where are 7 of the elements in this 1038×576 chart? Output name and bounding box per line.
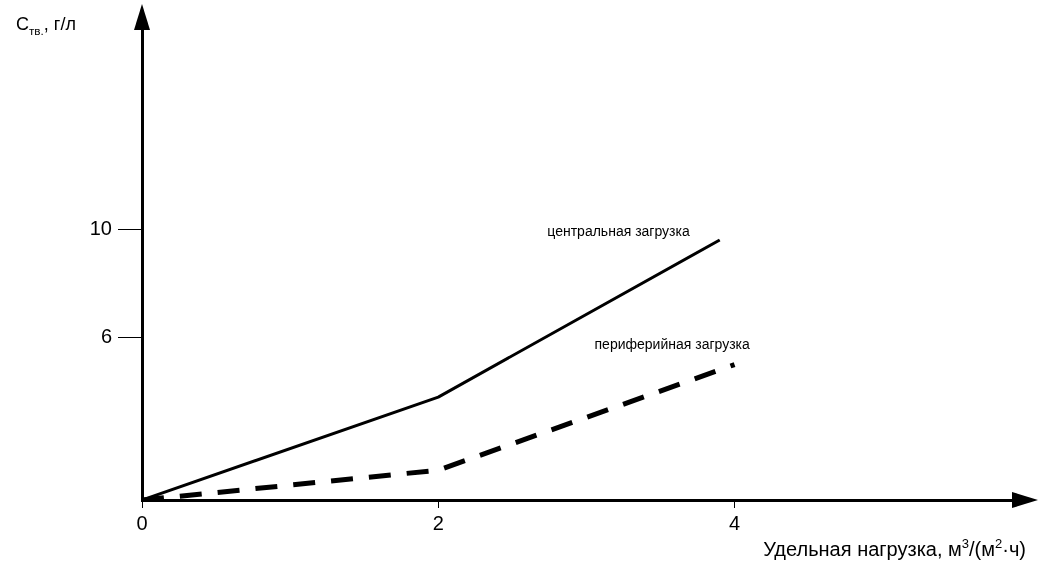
series-label: центральная загрузка — [547, 222, 690, 239]
x-tick-label: 4 — [728, 511, 741, 534]
x-tick-label: 0 — [136, 511, 148, 534]
y-tick-label: 10 — [89, 216, 112, 239]
series-label: периферийная загрузка — [594, 335, 751, 352]
y-tick-label: 6 — [100, 325, 112, 347]
x-tick-label: 2 — [432, 511, 444, 534]
